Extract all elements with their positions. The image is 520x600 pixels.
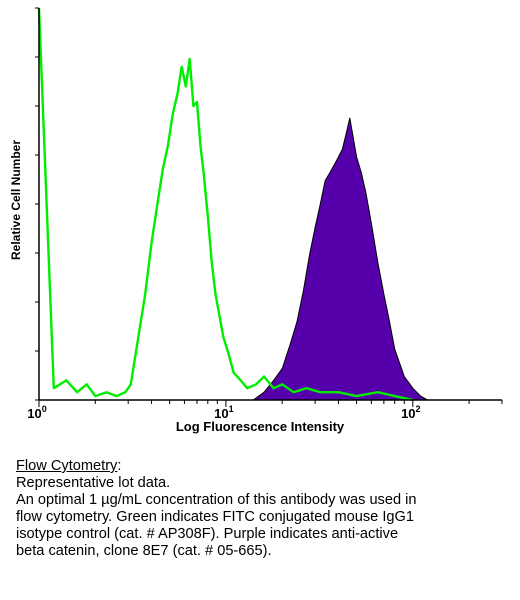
caption-heading-line: Flow Cytometry: xyxy=(16,458,516,475)
caption-line: Representative lot data. xyxy=(16,475,171,491)
caption-line: flow cytometry. Green indicates FITC con… xyxy=(16,509,414,525)
x-tick-label: 102 xyxy=(401,404,420,421)
caption: Flow Cytometry: Representative lot data.… xyxy=(16,458,516,560)
caption-heading: Flow Cytometry xyxy=(16,458,118,474)
x-axis-label: Log Fluorescence Intensity xyxy=(176,419,345,434)
caption-line: isotype control (cat. # AP308F). Purple … xyxy=(16,526,399,542)
x-tick-label: 100 xyxy=(27,404,46,421)
caption-heading-colon: : xyxy=(117,458,122,474)
caption-line: An optimal 1 µg/mL concentration of this… xyxy=(16,492,417,508)
series-layer xyxy=(37,7,430,402)
series-purple-histogram xyxy=(251,117,430,401)
axes-layer xyxy=(38,8,502,401)
caption-line: beta catenin, clone 8E7 (cat. # 05-665). xyxy=(16,543,272,559)
flow-cytometry-histogram: 100 101 102 Log Fluorescence Intensity Rel… xyxy=(9,7,503,434)
y-axis-label: Relative Cell Number xyxy=(9,140,23,260)
ticks-layer: 100 101 102 xyxy=(27,7,503,421)
series-green-histogram xyxy=(37,7,414,402)
